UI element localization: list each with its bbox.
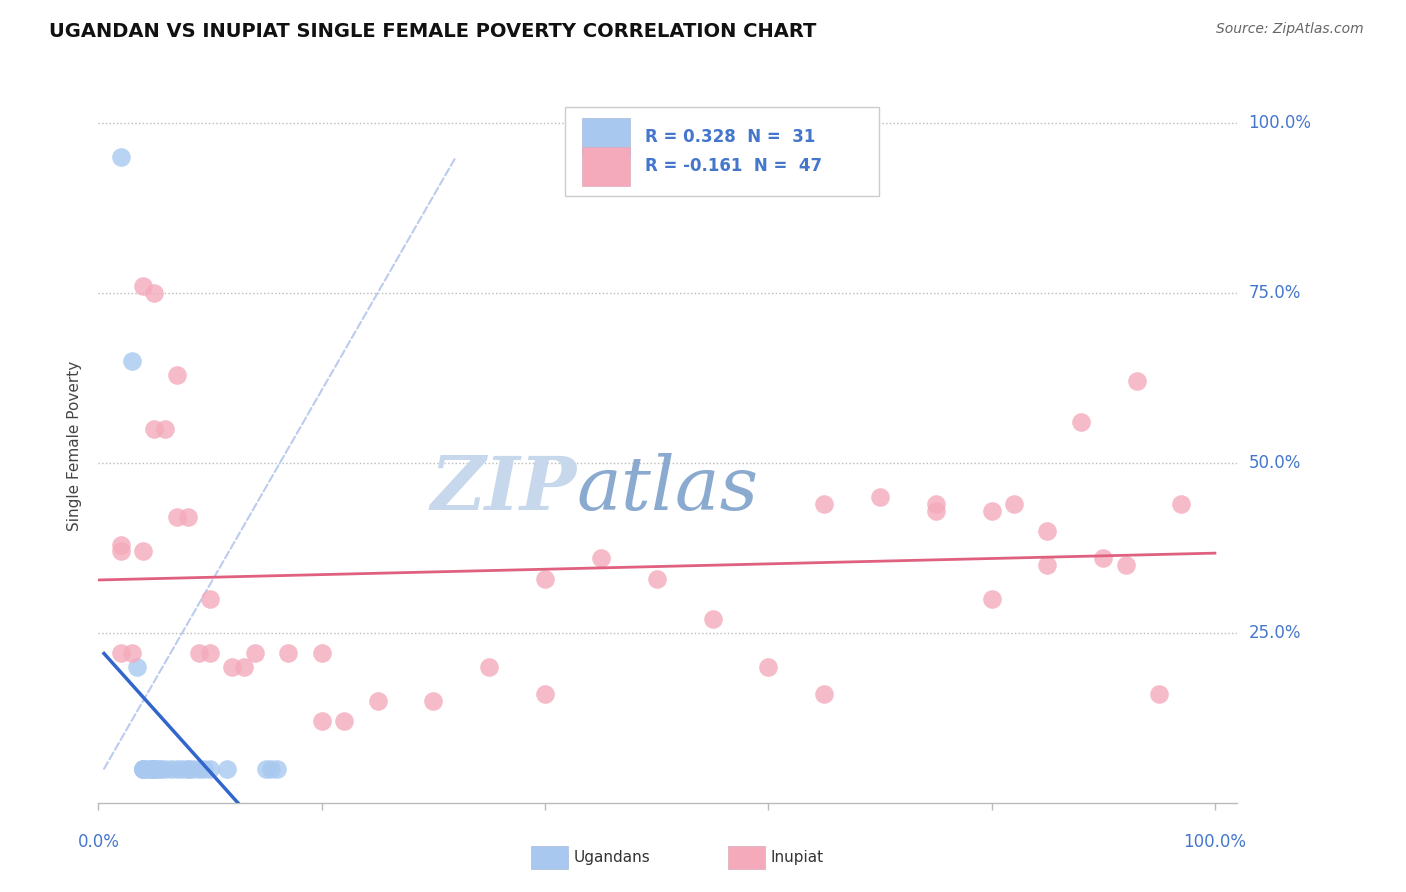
Point (143, 762, 166, 776)
FancyBboxPatch shape (582, 147, 630, 186)
Point (177, 510, 200, 524)
Point (143, 762, 166, 776)
Point (1036, 524, 1059, 538)
Point (149, 762, 172, 776)
Point (143, 762, 166, 776)
Point (172, 762, 194, 776)
Point (166, 762, 188, 776)
Point (367, 694, 389, 708)
Point (110, 537, 132, 551)
Point (198, 591, 221, 606)
Point (221, 660, 243, 674)
Point (756, 660, 779, 674)
Text: 50.0%: 50.0% (1249, 454, 1301, 472)
Point (232, 660, 254, 674)
Point (127, 660, 149, 674)
Point (138, 762, 160, 776)
Point (1115, 558, 1137, 572)
Point (193, 762, 215, 776)
Point (589, 551, 612, 566)
Text: R = 0.328  N =  31: R = 0.328 N = 31 (645, 128, 815, 146)
Point (183, 762, 205, 776)
Point (110, 646, 132, 660)
Point (813, 687, 835, 701)
Text: ZIP: ZIP (430, 452, 576, 525)
Point (166, 510, 188, 524)
Point (155, 422, 177, 436)
Point (132, 762, 155, 776)
Point (534, 687, 557, 701)
Point (260, 762, 283, 776)
FancyBboxPatch shape (565, 107, 879, 196)
Point (1126, 375, 1149, 389)
Point (702, 612, 724, 626)
Point (132, 762, 155, 776)
Point (254, 762, 277, 776)
Point (1147, 687, 1170, 701)
Point (143, 762, 166, 776)
Point (869, 490, 891, 504)
Point (422, 694, 444, 708)
Point (121, 354, 143, 368)
Point (311, 646, 333, 660)
Point (132, 279, 155, 293)
FancyBboxPatch shape (582, 118, 630, 156)
Y-axis label: Single Female Poverty: Single Female Poverty (67, 361, 83, 531)
Point (149, 762, 172, 776)
Point (645, 572, 668, 586)
Point (1002, 497, 1025, 511)
Point (110, 544, 132, 558)
Point (1170, 497, 1192, 511)
Text: 75.0%: 75.0% (1249, 284, 1301, 302)
Point (187, 646, 209, 660)
Point (143, 762, 166, 776)
Point (1070, 415, 1092, 429)
Text: Inupiat: Inupiat (770, 850, 824, 864)
Point (121, 646, 143, 660)
Point (534, 572, 557, 586)
Point (155, 762, 177, 776)
Point (311, 714, 333, 729)
Point (166, 368, 188, 382)
Point (980, 503, 1002, 517)
Point (143, 286, 166, 301)
Point (143, 422, 166, 436)
Point (110, 150, 132, 164)
Point (177, 762, 200, 776)
Point (143, 762, 166, 776)
Point (333, 714, 356, 729)
Point (243, 646, 266, 660)
Point (277, 646, 299, 660)
Point (925, 497, 948, 511)
Point (1092, 551, 1115, 566)
Text: 100.0%: 100.0% (1184, 833, 1247, 851)
Text: Source: ZipAtlas.com: Source: ZipAtlas.com (1216, 22, 1364, 37)
Point (132, 544, 155, 558)
Text: 0.0%: 0.0% (77, 833, 120, 851)
Point (138, 762, 160, 776)
Point (980, 591, 1002, 606)
Text: atlas: atlas (576, 452, 759, 525)
Text: 25.0%: 25.0% (1249, 624, 1301, 642)
Point (132, 762, 155, 776)
Point (1036, 558, 1059, 572)
Point (198, 762, 221, 776)
Text: 100.0%: 100.0% (1249, 114, 1312, 132)
Point (925, 503, 948, 517)
Point (478, 660, 501, 674)
Point (215, 762, 238, 776)
Text: R = -0.161  N =  47: R = -0.161 N = 47 (645, 157, 823, 175)
Point (198, 646, 221, 660)
Point (160, 762, 183, 776)
Text: Ugandans: Ugandans (574, 850, 651, 864)
Point (266, 762, 288, 776)
Point (177, 762, 200, 776)
Point (132, 762, 155, 776)
Point (187, 762, 209, 776)
Point (813, 497, 835, 511)
Text: UGANDAN VS INUPIAT SINGLE FEMALE POVERTY CORRELATION CHART: UGANDAN VS INUPIAT SINGLE FEMALE POVERTY… (49, 22, 817, 41)
